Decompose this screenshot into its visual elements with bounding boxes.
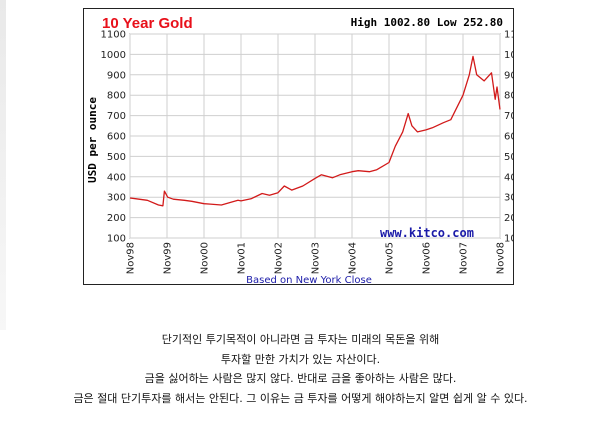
y-tick-label-right: 1100 [504,30,513,41]
y-tick-label-right: 1000 [504,50,513,61]
high-low-readout: High 1002.80 Low 252.80 [351,16,503,29]
x-tick-label: Nov07 [459,242,470,274]
caption-line: 금은 절대 단기투자를 해서는 안된다. 그 이유는 금 투자를 어떻게 해야하… [73,391,528,405]
y-tick-label-right: 400 [504,172,513,183]
x-tick-label: Nov08 [496,242,507,274]
x-tick-label: Nov98 [126,242,137,274]
y-tick-label-left: 100 [107,234,126,245]
x-tick-label: Nov04 [348,242,359,274]
y-tick-label-right: 700 [504,111,513,122]
y-tick-label-left: 700 [107,111,126,122]
x-tick-label: Nov00 [200,242,211,274]
y-tick-label-left: 800 [107,91,126,102]
caption-line: 금을 싫어하는 사람은 많지 않다. 반대로 금을 좋아하는 사람은 많다. [144,372,457,385]
left-edge-shadow [0,0,6,330]
y-tick-label-right: 900 [504,70,513,81]
y-tick-label-right: 500 [504,152,513,163]
x-tick-label: Nov06 [422,242,433,274]
caption-line: 투자할 만한 가치가 있는 자산이다. [220,352,381,366]
caption-line: 단기적인 투기목적이 아니라면 금 투자는 미래의 목돈을 위해 [161,333,440,346]
chart-title: 10 Year Gold [102,15,193,32]
y-tick-label-left: 500 [107,152,126,163]
y-tick-label-left: 300 [107,193,126,204]
y-tick-label-left: 1000 [101,50,126,61]
chart-footer: Based on New York Close [246,275,372,284]
caption-block: 단기적인 투기목적이 아니라면 금 투자는 미래의 목돈을 위해 투자할 만한 … [0,330,601,408]
gold-price-chart: 10 Year Gold High 1002.80 Low 252.80 USD… [83,8,514,285]
y-tick-label-right: 600 [504,132,513,143]
y-tick-label-left: 1100 [101,30,126,41]
y-tick-label-left: 900 [107,70,126,81]
y-tick-label-right: 200 [504,213,513,224]
watermark: www.kitco.com [380,226,474,240]
y-tick-label-right: 800 [504,91,513,102]
x-tick-label: Nov03 [311,242,322,274]
y-tick-label-right: 100 [504,234,513,245]
x-tick-label: Nov02 [274,242,285,274]
x-tick-label: Nov05 [385,242,396,274]
y-tick-label-left: 400 [107,172,126,183]
y-axis-label: USD per ounce [86,97,99,183]
chart-canvas: 10 Year Gold High 1002.80 Low 252.80 USD… [86,15,513,284]
y-tick-label-left: 200 [107,213,126,224]
gold-price-line [129,55,501,207]
x-tick-label: Nov01 [237,242,248,274]
x-tick-label: Nov99 [163,242,174,274]
y-tick-label-left: 600 [107,132,126,143]
y-tick-label-right: 300 [504,193,513,204]
